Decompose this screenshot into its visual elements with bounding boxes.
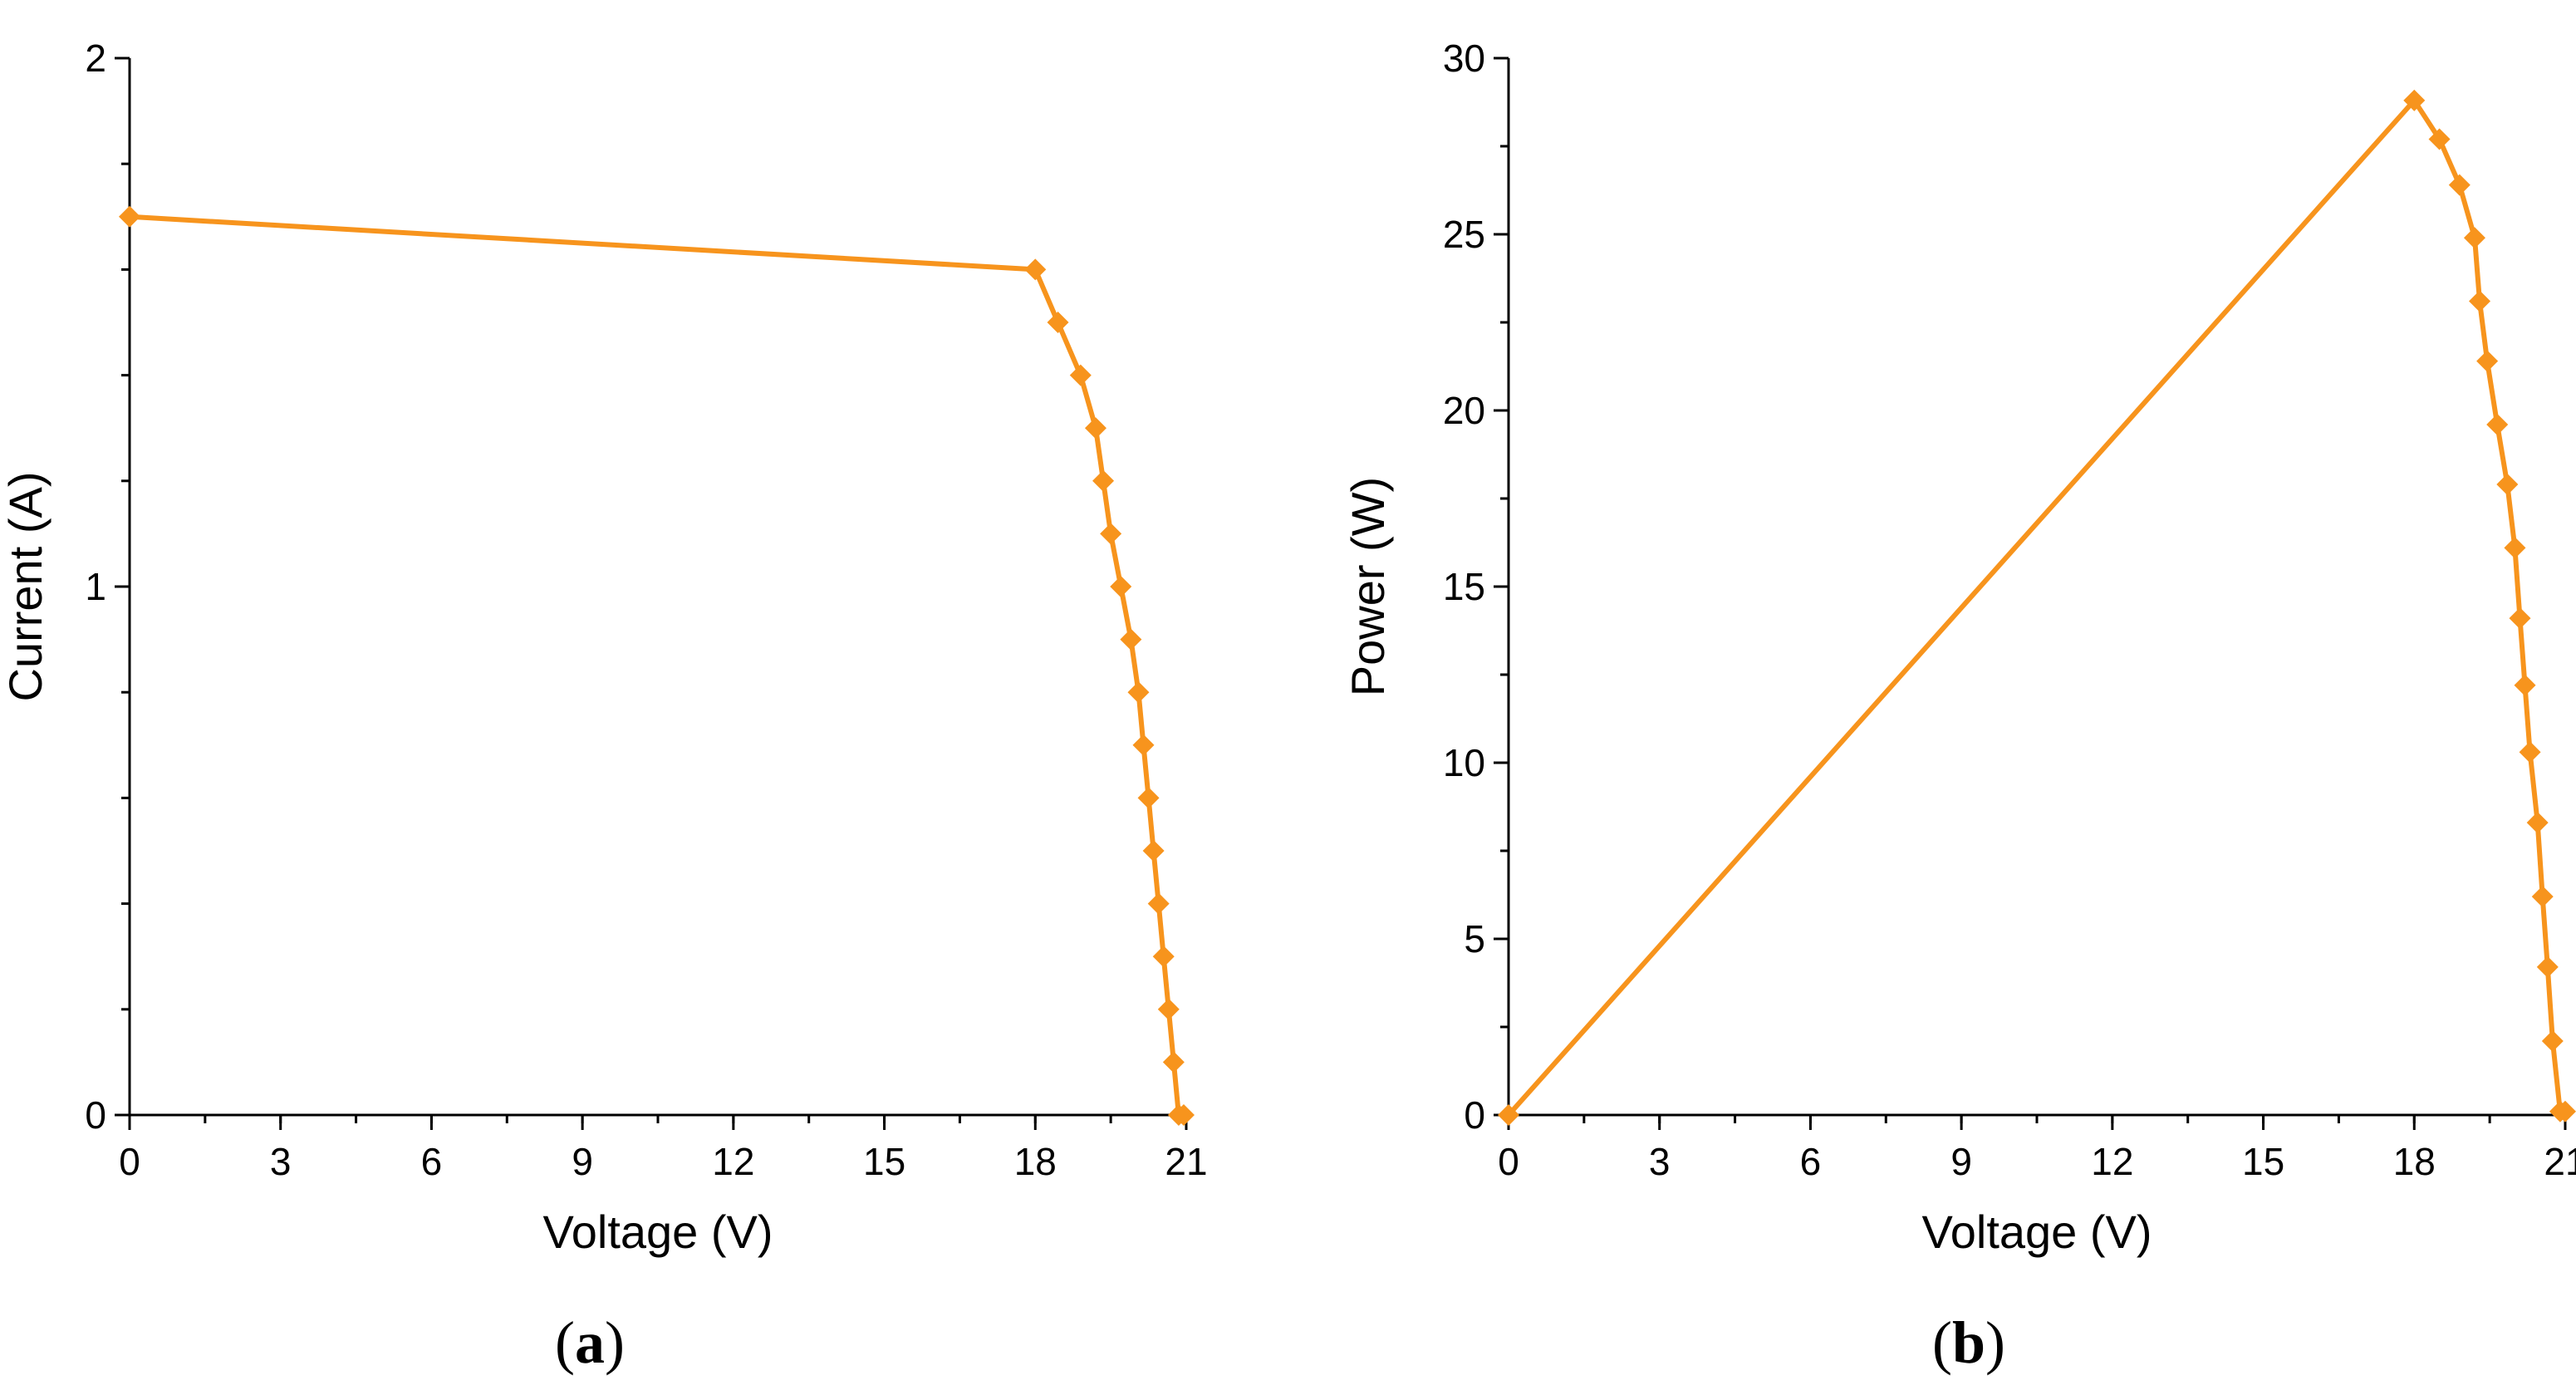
data-point [2486,413,2509,435]
data-point [1127,681,1150,704]
data-point [2526,812,2549,834]
x-tick-label: 18 [2393,1140,2436,1183]
x-axis-title: Voltage (V) [542,1206,773,1258]
data-point [1142,840,1165,862]
x-tick-label: 12 [2091,1140,2133,1183]
data-point [2476,350,2499,372]
data-point [2428,128,2451,150]
data-point [2554,1100,2576,1122]
panel-label: (a) [555,1309,625,1376]
data-point [2403,89,2426,111]
data-point [1137,787,1160,809]
data-point [1162,1051,1185,1073]
data-point [1132,734,1155,756]
data-point [1120,628,1142,651]
x-tick-label: 9 [572,1140,593,1183]
data-point [2504,537,2526,559]
x-tick-label: 3 [270,1140,292,1183]
x-tick-label: 6 [1800,1140,1822,1183]
data-point [1069,364,1092,386]
data-point [119,205,140,228]
data-point [2531,886,2554,908]
data-point [2509,607,2531,630]
data-point [1047,312,1069,333]
y-axis-title: Power (W) [1342,477,1394,696]
y-tick-label: 5 [1464,917,1485,960]
x-tick-label: 6 [421,1140,443,1183]
x-tick-label: 18 [1014,1140,1057,1183]
y-tick-label: 25 [1443,213,1485,256]
series-line [1506,97,2565,1117]
x-axis-title: Voltage (V) [1921,1206,2152,1258]
data-point [1024,258,1047,281]
x-tick-label: 0 [1498,1140,1519,1183]
y-axis-title: Current (A) [0,472,52,702]
data-point [1092,469,1115,492]
data-point [2519,741,2541,764]
data-point [1147,892,1170,915]
x-tick-label: 15 [863,1140,905,1183]
x-tick-label: 3 [1649,1140,1671,1183]
data-point [1157,998,1180,1020]
data-point [1498,1104,1519,1126]
x-tick-label: 12 [712,1140,754,1183]
x-tick-label: 21 [2544,1140,2576,1183]
data-point [2496,474,2519,496]
y-tick-label: 2 [85,37,106,80]
data-point [2469,290,2491,312]
data-point [2463,227,2485,249]
data-point [1110,576,1132,597]
data-point [1172,1104,1195,1126]
data-point [2541,1029,2564,1052]
x-tick-label: 21 [1165,1140,1207,1183]
y-tick-label: 15 [1443,565,1485,608]
panel-label: (b) [1932,1309,2005,1376]
chart-panel-b: 0 3 6 9 12 15 18 21 0 5 10 15 20 25 30 Voltage (V) Power… [1342,37,2576,1376]
data-point [2514,674,2536,696]
data-point [1152,946,1175,968]
data-point [1084,417,1106,440]
x-tick-label: 15 [2242,1140,2284,1183]
y-tick-label: 0 [85,1093,106,1137]
data-point [1100,523,1122,545]
y-tick-label: 10 [1443,741,1485,784]
x-tick-label: 9 [1950,1140,1972,1183]
x-tick-label: 0 [119,1140,140,1183]
y-tick-label: 20 [1443,389,1485,432]
y-tick-label: 0 [1464,1093,1485,1137]
y-tick-label: 1 [85,565,106,608]
data-point [2536,955,2559,978]
series-line [129,214,1184,1117]
y-tick-label: 30 [1443,37,1485,80]
data-point [2448,174,2471,196]
